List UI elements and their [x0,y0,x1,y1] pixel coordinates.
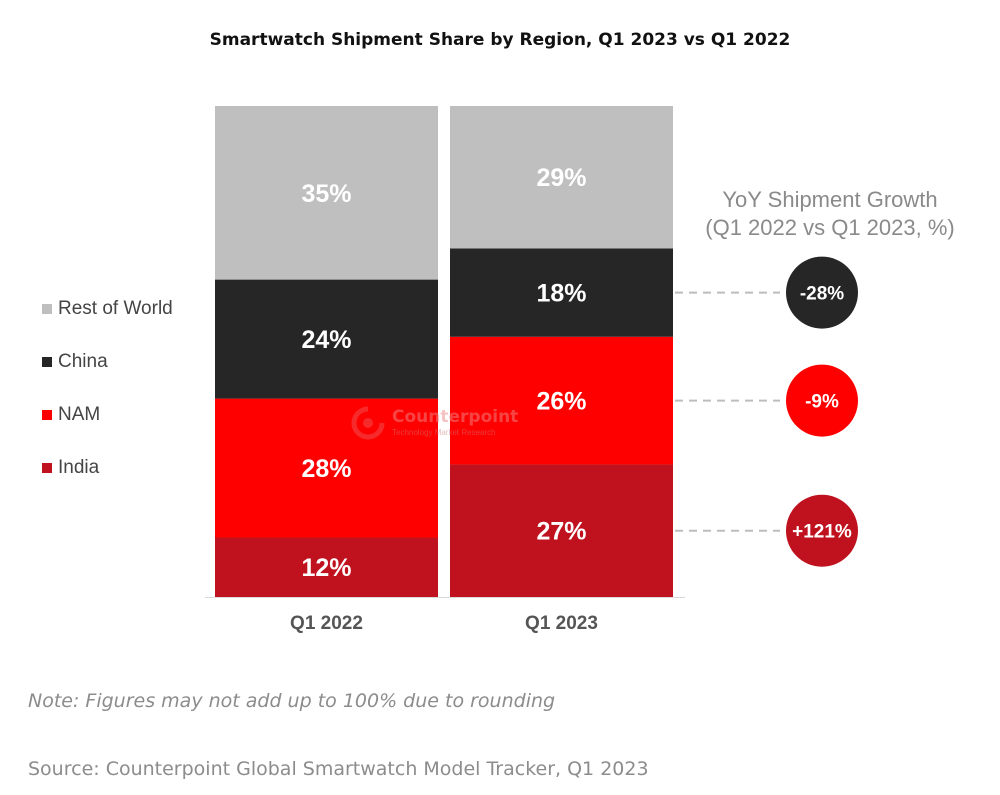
x-tick-label: Q1 2022 [290,613,363,634]
bar-segment-india-q1-2023 [450,464,673,597]
bar-segment-nam-q1-2023 [450,336,673,465]
bar-segment-china-q1-2022 [215,279,438,399]
yoy-circle-india [786,494,858,567]
yoy-value: +121% [792,522,852,543]
yoy-circle-china [786,256,858,329]
yoy-title-line1: YoY Shipment Growth [722,187,938,212]
data-label: 24% [301,326,351,354]
counterpoint-watermark: Counterpoint Technology Market Research [350,405,518,446]
footnote: Note: Figures may not add up to 100% due… [28,690,556,712]
watermark-name: Counterpoint [392,407,519,427]
legend-item-nam: NAM [42,404,173,426]
data-label: 28% [301,455,351,483]
legend-label: NAM [58,404,101,425]
data-label: 26% [536,388,586,416]
watermark-tagline: Technology Market Research [392,428,496,437]
data-label: 29% [536,164,586,192]
bar-segment-china-q1-2023 [450,248,673,337]
data-label: 12% [301,554,351,582]
legend-item-china: China [42,351,173,373]
legend-item-india: India [42,457,173,479]
legend-label: China [58,351,108,372]
bar-segment-india-q1-2022 [215,537,438,597]
data-label: 35% [301,180,351,208]
legend-swatch [42,304,52,314]
legend-item-rest-of-world: Rest of World [42,298,173,320]
bar-segment-nam-q1-2022 [215,398,438,538]
data-label: 27% [536,518,586,546]
source-note: Source: Counterpoint Global Smartwatch M… [28,758,649,780]
legend-swatch [42,357,52,367]
bar-segment-rest-of-world-q1-2022 [215,106,438,280]
bar-segment-rest-of-world-q1-2023 [450,106,673,249]
chart-title: Smartwatch Shipment Share by Region, Q1 … [209,30,791,50]
legend-swatch [42,463,52,473]
counterpoint-logo-icon [351,406,385,440]
legend-swatch [42,410,52,420]
legend-label: India [58,457,100,478]
yoy-value: -28% [800,284,844,305]
chart-legend: Rest of World China NAM India [42,298,173,510]
yoy-title-line2: (Q1 2022 vs Q1 2023, %) [705,215,955,240]
yoy-title: YoY Shipment Growth (Q1 2022 vs Q1 2023,… [690,186,970,242]
x-tick-label: Q1 2023 [525,613,598,634]
yoy-circle-nam [786,364,858,437]
legend-label: Rest of World [58,298,173,319]
data-label: 18% [536,280,586,308]
yoy-value: -9% [805,392,839,413]
